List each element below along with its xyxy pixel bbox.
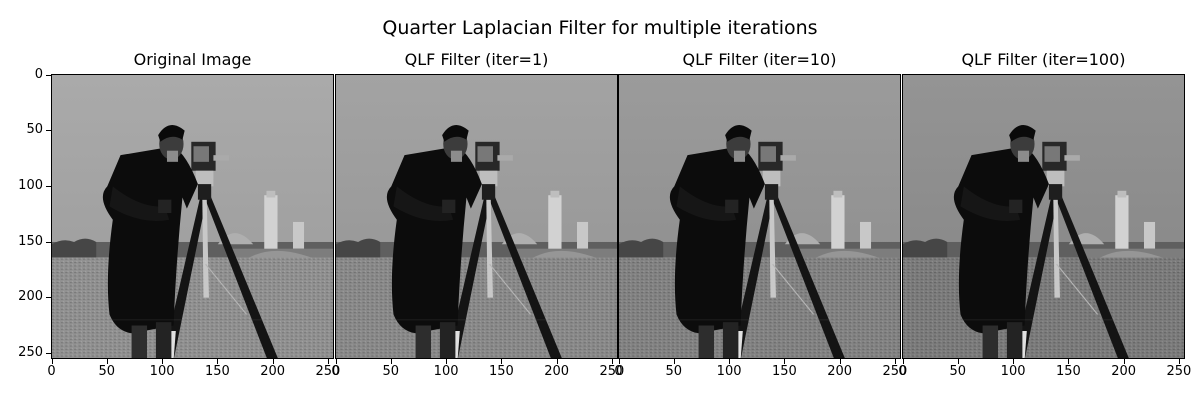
y-tick-label: 250 <box>18 344 43 360</box>
x-tick-label: 150 <box>771 364 797 379</box>
x-tick-mark <box>335 359 337 364</box>
x-tick-label: 100 <box>1000 364 1026 379</box>
x-tick-label: 50 <box>949 364 967 379</box>
x-tick-mark <box>390 359 392 364</box>
y-tick-label: 150 <box>18 233 43 249</box>
x-tick-label: 200 <box>827 364 853 379</box>
x-tick-label: 100 <box>716 364 742 379</box>
panel-title: QLF Filter (iter=100) <box>961 50 1126 69</box>
x-tick-mark <box>501 359 503 364</box>
x-tick-mark <box>51 359 53 364</box>
x-tick-label: 150 <box>488 364 514 379</box>
cameraman-image <box>336 75 617 358</box>
x-tick-mark <box>1013 359 1015 364</box>
image-panel: QLF Filter (iter=1) 0 50 1 <box>331 50 624 379</box>
figure-title: Quarter Laplacian Filter for multiple it… <box>382 17 818 39</box>
x-tick-label: 100 <box>433 364 459 379</box>
x-tick-mark <box>784 359 786 364</box>
y-tick-mark <box>46 74 51 76</box>
x-tick-label: 0 <box>47 364 56 379</box>
x-tick-mark <box>839 359 841 364</box>
x-tick-label: 0 <box>331 364 340 379</box>
image-panel: Original Image 0 50 100 150 <box>18 50 340 379</box>
x-tick-mark <box>1123 359 1125 364</box>
y-tick-mark <box>46 130 51 132</box>
x-tick-mark <box>217 359 219 364</box>
x-tick-label: 100 <box>149 364 175 379</box>
x-tick-label: 150 <box>1055 364 1081 379</box>
x-tick-label: 200 <box>544 364 570 379</box>
panel-title: QLF Filter (iter=10) <box>682 50 837 69</box>
x-tick-mark <box>327 359 329 364</box>
y-tick-label: 200 <box>18 289 43 305</box>
x-tick-label: 250 <box>599 364 625 379</box>
x-tick-mark <box>894 359 896 364</box>
y-tick-mark <box>46 352 51 354</box>
panel-title: QLF Filter (iter=1) <box>404 50 549 69</box>
x-tick-label: 250 <box>315 364 341 379</box>
image-frame <box>335 74 618 359</box>
x-tick-label: 150 <box>204 364 230 379</box>
x-tick-label: 50 <box>665 364 683 379</box>
y-tick-label: 0 <box>34 66 43 82</box>
cameraman-image <box>52 75 333 358</box>
x-tick-mark <box>1178 359 1180 364</box>
x-tick-mark <box>446 359 448 364</box>
image-frame <box>902 74 1185 359</box>
cameraman-image <box>619 75 900 358</box>
y-tick-label: 50 <box>26 122 43 138</box>
x-tick-label: 0 <box>898 364 907 379</box>
x-tick-mark <box>272 359 274 364</box>
x-tick-label: 0 <box>614 364 623 379</box>
x-tick-mark <box>556 359 558 364</box>
x-tick-mark <box>618 359 620 364</box>
x-tick-label: 250 <box>882 364 908 379</box>
image-frame <box>618 74 901 359</box>
y-tick-label: 100 <box>18 177 43 193</box>
x-tick-label: 50 <box>98 364 116 379</box>
x-tick-mark <box>611 359 613 364</box>
x-tick-mark <box>1068 359 1070 364</box>
panel-title: Original Image <box>133 50 252 69</box>
x-tick-mark <box>902 359 904 364</box>
image-frame <box>51 74 334 359</box>
x-tick-mark <box>162 359 164 364</box>
x-tick-mark <box>673 359 675 364</box>
x-tick-label: 50 <box>382 364 400 379</box>
x-tick-label: 200 <box>260 364 286 379</box>
x-tick-label: 200 <box>1111 364 1137 379</box>
cameraman-image <box>903 75 1184 358</box>
x-tick-mark <box>729 359 731 364</box>
y-tick-mark <box>46 297 51 299</box>
x-tick-label: 250 <box>1166 364 1192 379</box>
x-tick-mark <box>957 359 959 364</box>
y-tick-mark <box>46 241 51 243</box>
image-panel: QLF Filter (iter=10) 0 50 <box>614 50 907 379</box>
x-tick-mark <box>106 359 108 364</box>
y-tick-mark <box>46 185 51 187</box>
